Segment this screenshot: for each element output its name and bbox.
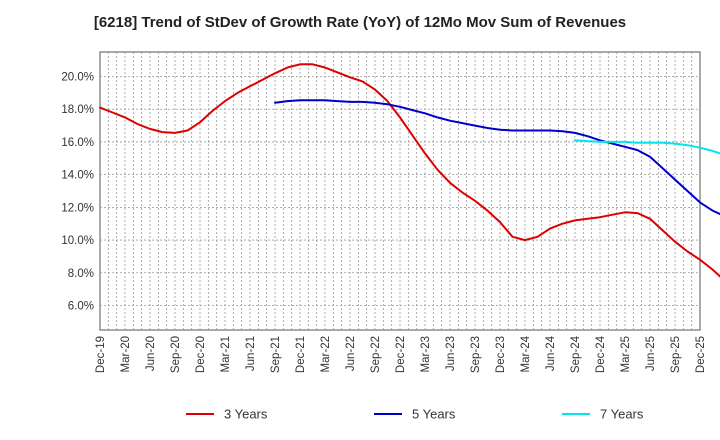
series-line-3-years	[99, 63, 720, 278]
x-tick-label: Jun-23	[445, 336, 457, 371]
x-tick-label: Sep-25	[670, 336, 682, 373]
legend-label: 5 Years	[412, 407, 456, 422]
x-tick-label: Sep-20	[170, 336, 182, 373]
x-tick-label: Dec-21	[295, 336, 307, 373]
x-tick-label: Jun-24	[545, 335, 557, 371]
x-tick-label: Mar-20	[120, 336, 132, 372]
x-tick-label: Sep-22	[370, 336, 382, 373]
x-tick-label: Dec-20	[195, 336, 207, 373]
legend-label: 7 Years	[600, 407, 644, 422]
y-tick-label: 14.0%	[61, 170, 94, 182]
y-tick-label: 10.0%	[61, 235, 94, 247]
x-tick-label: Mar-23	[420, 336, 432, 372]
x-tick-label: Dec-24	[595, 335, 607, 373]
x-tick-label: Dec-25	[695, 336, 707, 373]
x-axis-ticks: Dec-19 Mar-20 Jun-20 Sep-20 Dec-20 Mar-21 Jun-…	[95, 335, 707, 373]
y-tick-label: 12.0%	[61, 202, 94, 214]
x-tick-label: Jun-25	[645, 336, 657, 371]
x-tick-label: Jun-20	[145, 336, 157, 371]
x-tick-label: Sep-21	[270, 336, 282, 373]
x-tick-label: Dec-22	[395, 336, 407, 373]
x-tick-label: Mar-22	[320, 336, 332, 372]
y-tick-label: 6.0%	[68, 300, 94, 312]
grid-lines	[100, 52, 700, 330]
x-tick-label: Mar-25	[620, 336, 632, 372]
series-line-5-years	[274, 99, 720, 216]
x-tick-label: Dec-19	[95, 336, 107, 373]
y-tick-label: 20.0%	[61, 72, 94, 84]
y-axis-ticks: 6.0% 8.0% 10.0% 12.0% 14.0% 16.0% 18.0% 20.0%	[61, 72, 94, 313]
x-tick-label: Mar-24	[520, 335, 532, 372]
y-tick-label: 8.0%	[68, 268, 94, 280]
x-tick-label: Mar-21	[220, 336, 232, 372]
legend-label: 3 Years	[224, 407, 268, 422]
x-tick-label: Jun-22	[345, 336, 357, 371]
plot-area	[99, 51, 701, 331]
series-lines	[99, 63, 720, 278]
x-tick-label: Jun-21	[245, 336, 257, 371]
x-tick-label: Sep-24	[570, 335, 582, 373]
x-tick-label: Dec-23	[495, 336, 507, 373]
y-tick-label: 18.0%	[61, 104, 94, 116]
y-tick-label: 16.0%	[61, 137, 94, 149]
chart-title: [6218] Trend of StDev of Growth Rate (Yo…	[93, 14, 627, 31]
series-line-7-years	[574, 139, 720, 155]
x-tick-label: Sep-23	[470, 336, 482, 373]
